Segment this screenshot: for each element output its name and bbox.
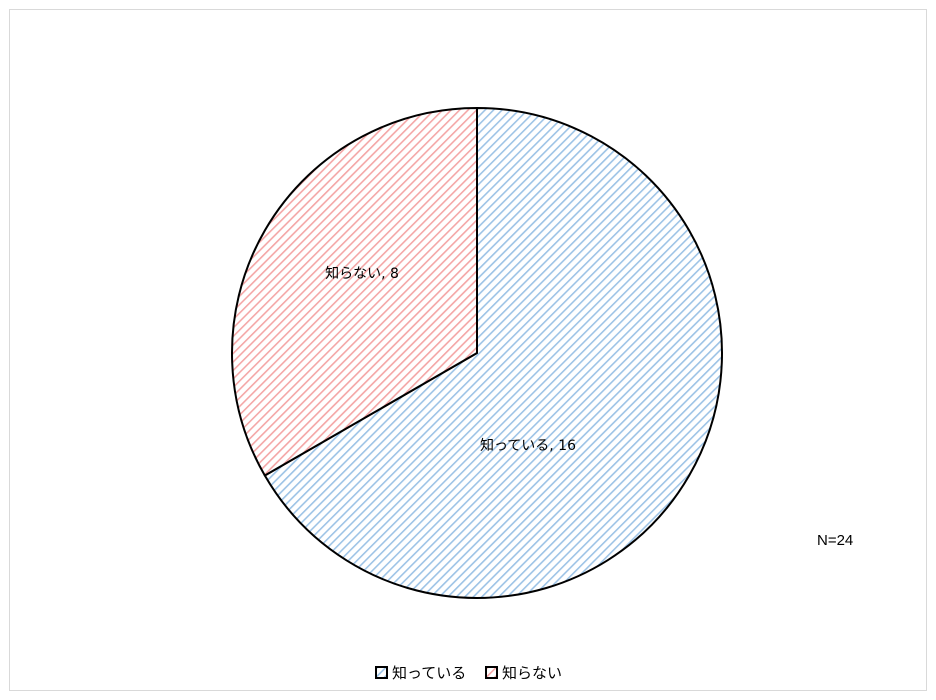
data-label-shiranai: 知らない, 8 — [325, 265, 399, 282]
pie-slices — [231, 107, 723, 599]
legend-label-shiranai: 知らない — [502, 664, 562, 682]
data-label-shitteiru: 知っている, 16 — [480, 437, 576, 454]
sample-size-note: N=24 — [817, 532, 853, 549]
pie-slice-shiranai — [231, 107, 478, 477]
pie-slice-shitteiru — [263, 107, 723, 599]
legend-label-shitteiru: 知っている — [392, 664, 466, 682]
legend-swatch-shitteiru — [375, 666, 388, 679]
legend-swatch-shiranai — [485, 666, 498, 679]
legend-item-shitteiru: 知っている — [375, 664, 466, 682]
legend-item-shiranai: 知らない — [485, 664, 562, 682]
legend: 知っている 知らない — [375, 664, 562, 682]
